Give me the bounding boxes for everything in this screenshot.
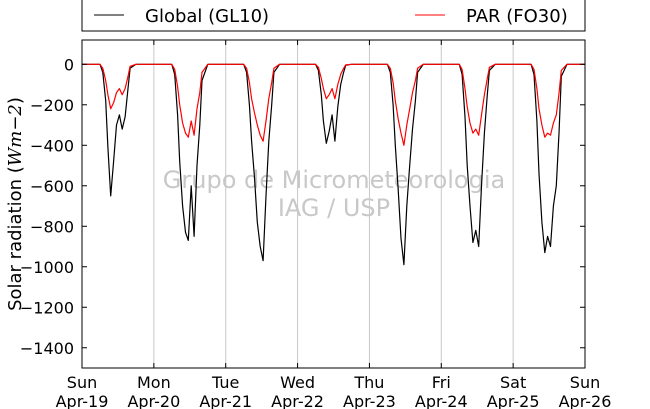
x-tick-label-date: Apr-20 — [127, 392, 180, 409]
series-line-par — [82, 63, 585, 146]
plot-frame — [81, 39, 586, 369]
x-tick-label-day: Sat — [500, 373, 526, 392]
x-tick-label-day: Sun — [67, 373, 97, 392]
x-tick-label-day: Thu — [353, 373, 384, 392]
y-tick-label: −1200 — [20, 298, 74, 317]
series-group — [82, 63, 585, 266]
legend-label-par: PAR (FO30) — [466, 6, 568, 27]
y-tick-label: −200 — [30, 96, 74, 115]
legend-label-global: Global (GL10) — [145, 6, 269, 27]
x-tick-label-date: Apr-23 — [343, 392, 396, 409]
y-tick-label: −800 — [30, 217, 74, 236]
legend-box — [81, 0, 586, 32]
y-ticks: 0 −200 −400 −600 −800 −1000 −1200 −1400 — [20, 55, 585, 358]
x-tick-label-day: Fri — [432, 373, 451, 392]
x-tick-label-date: Apr-26 — [559, 392, 612, 409]
y-tick-label: −600 — [30, 177, 74, 196]
x-tick-label-day: Mon — [137, 373, 171, 392]
grid — [153, 40, 514, 368]
series-line-global — [82, 63, 585, 266]
x-tick-label-date: Apr-22 — [271, 392, 324, 409]
x-tick-label-day: Sun — [570, 373, 600, 392]
y-tick-label: −400 — [30, 136, 74, 155]
x-tick-label-date: Apr-25 — [487, 392, 540, 409]
y-tick-label: 0 — [64, 55, 74, 74]
x-tick-label-day: Wed — [280, 373, 315, 392]
watermark-line-1: Grupo de Micrometeorologia — [163, 166, 505, 194]
watermark-line-2: IAG / USP — [278, 194, 390, 222]
y-axis-label: Solar radiation (Wm−2) — [5, 97, 26, 311]
x-ticks: SunApr-19MonApr-20TueApr-21WedApr-22ThuA… — [56, 40, 612, 409]
y-tick-label: −1400 — [20, 339, 74, 358]
x-tick-label-date: Apr-19 — [56, 392, 109, 409]
x-tick-label-day: Tue — [211, 373, 239, 392]
x-tick-label-date: Apr-21 — [199, 392, 252, 409]
legend: Global (GL10) PAR (FO30) — [81, 0, 586, 32]
y-tick-label: −1000 — [20, 258, 74, 277]
x-tick-label-date: Apr-24 — [415, 392, 468, 409]
